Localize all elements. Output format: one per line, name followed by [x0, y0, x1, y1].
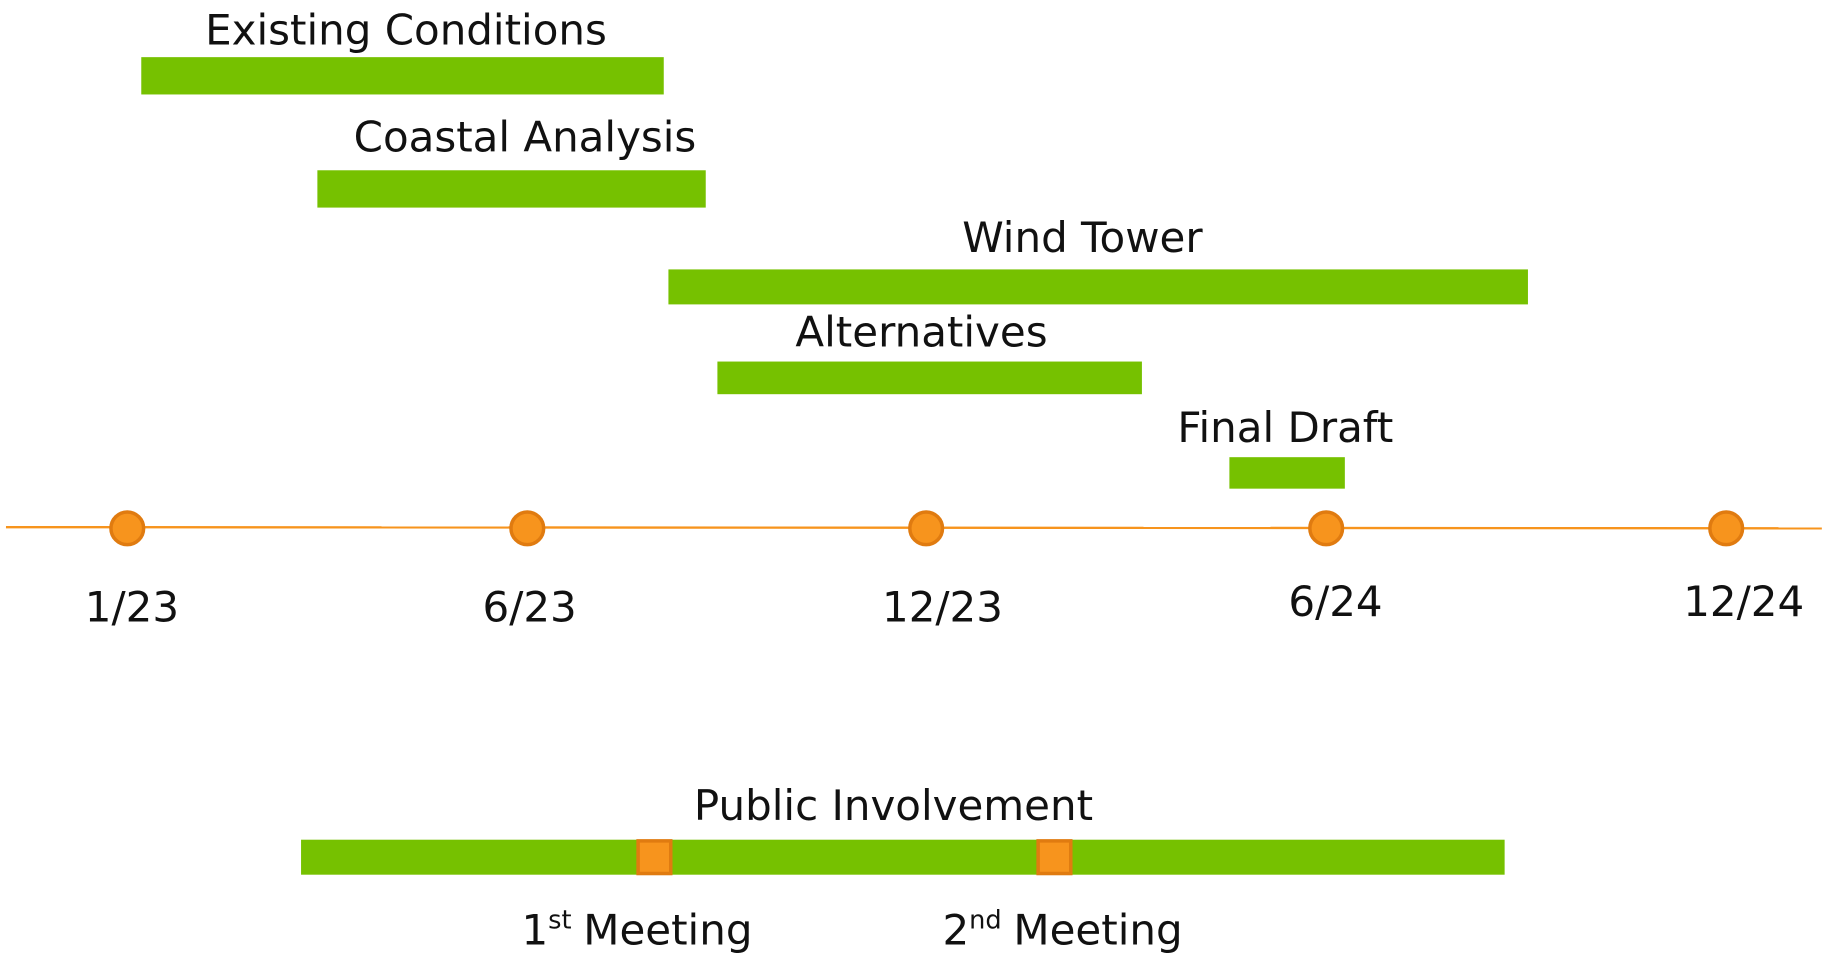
- timeline-node: [1708, 510, 1745, 547]
- task-label: Wind Tower: [962, 213, 1203, 262]
- task-bar: [717, 361, 1142, 395]
- tick-label: 6/24: [1288, 577, 1382, 626]
- timeline-node: [1308, 510, 1345, 547]
- meeting-text: Meeting: [1013, 906, 1182, 954]
- public-involvement-bar: [301, 839, 1505, 875]
- meeting-label: 2nd Meeting: [942, 905, 1182, 954]
- meeting-number: 1: [521, 906, 548, 954]
- timeline-node: [109, 510, 146, 547]
- task-bar: [317, 170, 706, 208]
- tick-label: 1/23: [85, 583, 179, 632]
- task-bar: [141, 57, 664, 95]
- task-bar: [1229, 457, 1345, 489]
- task-label: Existing Conditions: [205, 5, 607, 54]
- meeting-number: 2: [942, 906, 969, 954]
- meeting-label: 1st Meeting: [521, 905, 752, 954]
- tick-label: 12/24: [1683, 577, 1804, 626]
- meeting-suffix: nd: [969, 905, 1002, 935]
- task-bar: [668, 269, 1528, 305]
- task-label: Final Draft: [1177, 403, 1393, 452]
- tick-label: 6/23: [483, 583, 577, 632]
- meeting-suffix: st: [548, 905, 571, 935]
- meeting-text: Meeting: [583, 906, 752, 954]
- timeline-node: [509, 510, 546, 547]
- task-label: Alternatives: [795, 307, 1047, 356]
- meeting-marker: [636, 839, 673, 876]
- tick-label: 12/23: [882, 583, 1003, 632]
- timeline-node: [908, 510, 945, 547]
- meeting-marker: [1036, 839, 1073, 876]
- task-label: Coastal Analysis: [354, 113, 697, 162]
- public-involvement-label: Public Involvement: [694, 781, 1093, 830]
